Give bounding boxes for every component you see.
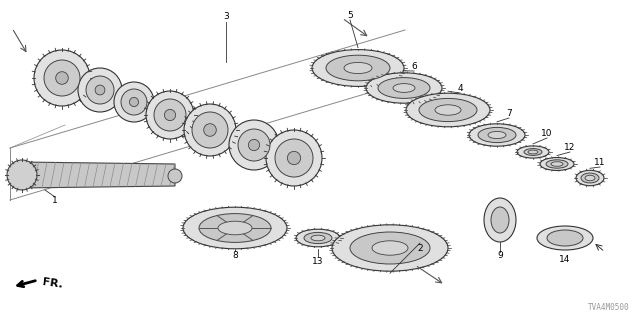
Circle shape [238, 129, 270, 161]
Circle shape [56, 72, 68, 84]
Circle shape [146, 91, 194, 139]
Circle shape [192, 112, 228, 148]
Ellipse shape [344, 62, 372, 74]
Circle shape [129, 98, 138, 107]
Text: TVA4M0500: TVA4M0500 [588, 303, 630, 312]
Text: 13: 13 [312, 258, 324, 267]
Text: FR.: FR. [42, 276, 64, 289]
Text: 12: 12 [564, 142, 576, 151]
Ellipse shape [576, 170, 604, 186]
Text: 7: 7 [506, 108, 512, 117]
Text: 5: 5 [347, 11, 353, 20]
Circle shape [266, 130, 322, 186]
Ellipse shape [484, 198, 516, 242]
Polygon shape [20, 162, 175, 188]
Text: 4: 4 [457, 84, 463, 92]
Ellipse shape [183, 207, 287, 249]
Circle shape [121, 89, 147, 115]
Ellipse shape [478, 127, 516, 143]
Ellipse shape [326, 55, 390, 81]
Circle shape [86, 76, 114, 104]
Ellipse shape [304, 232, 332, 244]
Ellipse shape [491, 207, 509, 233]
Ellipse shape [547, 230, 583, 246]
Circle shape [184, 104, 236, 156]
Circle shape [114, 82, 154, 122]
Circle shape [78, 68, 122, 112]
Circle shape [44, 60, 80, 96]
Ellipse shape [332, 225, 448, 271]
Circle shape [154, 99, 186, 131]
Circle shape [287, 151, 301, 165]
Ellipse shape [350, 232, 430, 264]
Ellipse shape [366, 73, 442, 103]
Ellipse shape [540, 157, 574, 171]
Ellipse shape [488, 132, 506, 139]
Ellipse shape [312, 50, 404, 86]
Circle shape [168, 169, 182, 183]
Ellipse shape [296, 229, 340, 247]
Ellipse shape [537, 226, 593, 250]
Circle shape [95, 85, 105, 95]
Text: 9: 9 [497, 252, 503, 260]
Ellipse shape [528, 150, 538, 154]
Ellipse shape [378, 78, 430, 99]
Ellipse shape [218, 221, 252, 235]
Text: 14: 14 [559, 255, 571, 265]
Text: 11: 11 [595, 157, 605, 166]
Ellipse shape [546, 160, 568, 168]
Ellipse shape [581, 173, 599, 183]
Ellipse shape [372, 241, 408, 255]
Ellipse shape [199, 214, 271, 243]
Ellipse shape [585, 175, 595, 181]
Ellipse shape [419, 99, 477, 122]
Ellipse shape [551, 162, 563, 166]
Circle shape [248, 140, 260, 151]
Ellipse shape [524, 148, 542, 156]
Ellipse shape [517, 146, 549, 158]
Ellipse shape [311, 235, 325, 241]
Text: 3: 3 [223, 12, 229, 20]
Ellipse shape [393, 84, 415, 92]
Circle shape [229, 120, 279, 170]
Circle shape [275, 139, 313, 177]
Ellipse shape [469, 124, 525, 146]
Text: 10: 10 [541, 129, 553, 138]
Text: 8: 8 [232, 251, 238, 260]
Circle shape [164, 109, 175, 121]
Circle shape [34, 50, 90, 106]
Text: 1: 1 [52, 196, 58, 204]
Text: 6: 6 [411, 61, 417, 70]
Ellipse shape [435, 105, 461, 115]
Ellipse shape [406, 93, 490, 127]
Text: 2: 2 [417, 244, 423, 252]
Circle shape [7, 160, 37, 190]
Circle shape [204, 124, 216, 136]
